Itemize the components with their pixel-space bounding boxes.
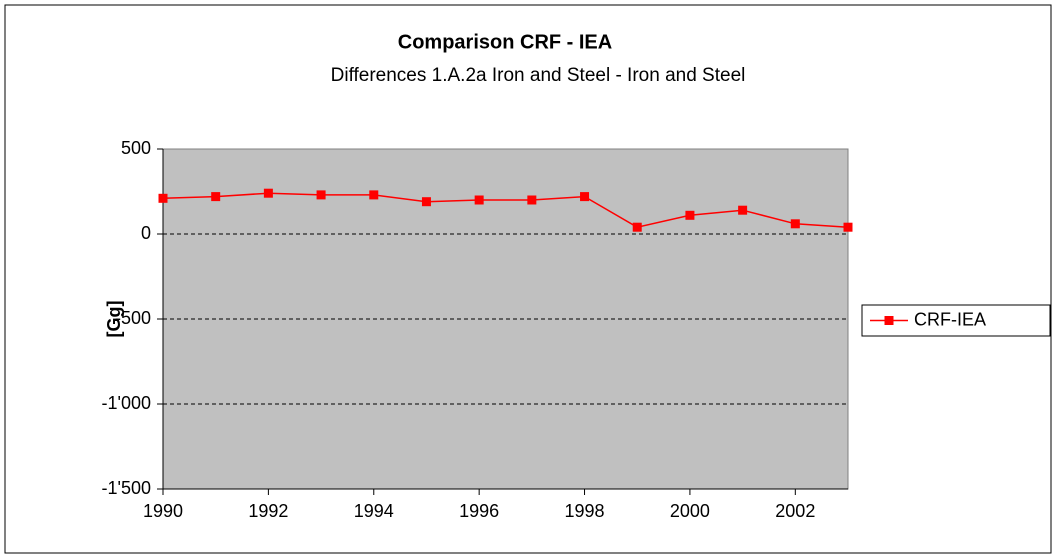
point xyxy=(421,197,431,207)
y-tick-label: 0 xyxy=(141,223,151,243)
legend-marker xyxy=(884,316,894,325)
x-tick-label: 1998 xyxy=(565,501,605,521)
x-tick-label: 1990 xyxy=(143,501,183,521)
x-tick-label: 1996 xyxy=(459,501,499,521)
point xyxy=(738,205,748,215)
x-tick-label: 2000 xyxy=(670,501,710,521)
chart-subtitle: Differences 1.A.2a Iron and Steel - Iron… xyxy=(331,65,746,86)
point xyxy=(632,222,642,232)
point xyxy=(316,190,326,200)
legend xyxy=(861,304,1051,337)
point xyxy=(843,222,853,232)
y-tick-label: -1'500 xyxy=(102,478,151,498)
y-tick-label: 500 xyxy=(121,138,151,158)
point xyxy=(685,210,695,220)
x-tick-label: 2002 xyxy=(775,501,815,521)
point xyxy=(474,195,484,205)
point xyxy=(369,190,379,200)
point xyxy=(158,193,168,203)
x-tick-label: 1992 xyxy=(248,501,288,521)
point xyxy=(790,219,800,229)
y-axis-label: [Gg] xyxy=(104,301,124,338)
point xyxy=(580,192,590,202)
y-tick-label: -1'000 xyxy=(102,393,151,413)
y-tick-label: -500 xyxy=(115,308,151,328)
chart-title: Comparison CRF - IEA xyxy=(398,31,612,53)
series-line xyxy=(162,192,849,228)
point xyxy=(527,195,537,205)
legend-label: CRF-IEA xyxy=(914,309,986,329)
point xyxy=(263,188,273,198)
x-tick-label: 1994 xyxy=(354,501,394,521)
point xyxy=(211,192,221,202)
